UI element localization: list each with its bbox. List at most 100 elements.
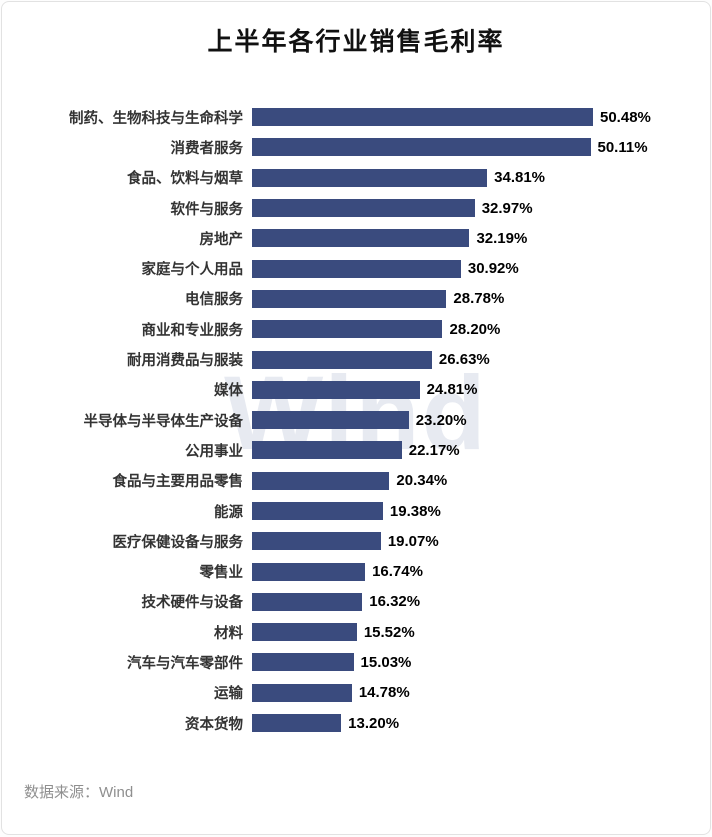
bar-row: 运输 14.78%: [12, 678, 702, 708]
value-label: 20.34%: [396, 472, 448, 490]
bar-track: 13.20%: [252, 714, 702, 733]
bar: [252, 623, 357, 642]
bar: [252, 108, 593, 127]
bar-track: 15.52%: [252, 623, 702, 642]
category-label: 零售业: [199, 565, 244, 582]
bar-row: 医疗保健设备与服务 19.07%: [12, 526, 702, 556]
bar-row: 房地产 32.19%: [12, 223, 702, 253]
value-label: 50.11%: [597, 138, 648, 156]
category-label: 制药、生物科技与生命科学: [69, 110, 243, 127]
bar-row: 食品、饮料与烟草 34.81%: [12, 163, 702, 193]
value-label: 16.74%: [372, 563, 423, 581]
value-label: 13.20%: [348, 714, 400, 732]
bar-row: 消费者服务 50.11%: [12, 132, 702, 162]
value-label: 24.81%: [426, 381, 478, 399]
bar-track: 50.11%: [252, 138, 702, 157]
value-label: 30.92%: [467, 260, 519, 278]
bar: [252, 411, 409, 430]
bar: [252, 592, 363, 611]
bar-row: 能源 19.38%: [12, 496, 702, 526]
category-label: 技术硬件与设备: [141, 595, 244, 612]
bar-row: 软件与服务 32.97%: [12, 193, 702, 223]
category-label: 能源: [214, 504, 243, 521]
bar-track: 34.81%: [252, 168, 702, 187]
bar: [252, 562, 366, 581]
category-label: 半导体与半导体生产设备: [83, 413, 244, 430]
value-label: 16.32%: [369, 593, 421, 611]
bar-row: 媒体 24.81%: [12, 375, 702, 405]
value-label: 28.20%: [449, 320, 501, 338]
value-label: 32.19%: [476, 229, 528, 247]
value-label: 23.20%: [415, 411, 467, 429]
value-label: 50.48%: [600, 108, 651, 126]
bar-row: 耐用消费品与服装 26.63%: [12, 344, 702, 374]
bar-row: 电信服务 28.78%: [12, 284, 702, 314]
bar-row: 公用事业 22.17%: [12, 435, 702, 465]
bar-track: 50.48%: [252, 108, 702, 127]
bar-track: 22.17%: [252, 441, 702, 460]
bar-track: 32.19%: [252, 229, 702, 248]
bar: [252, 199, 475, 218]
bar-track: 23.20%: [252, 411, 702, 430]
bar-row: 零售业 16.74%: [12, 556, 702, 586]
bar: [252, 683, 352, 702]
bar: [252, 350, 432, 369]
chart-title: 上半年各行业销售毛利率: [207, 28, 505, 56]
bar-track: 14.78%: [252, 683, 702, 702]
bar-track: 26.63%: [252, 350, 702, 369]
data-source: 数据来源：Wind: [24, 784, 134, 801]
bar-track: 16.32%: [252, 592, 702, 611]
bar: [252, 138, 591, 157]
category-label: 家庭与个人用品: [141, 262, 244, 279]
category-label: 运输: [214, 686, 243, 703]
bar-row: 食品与主要用品零售 20.34%: [12, 466, 702, 496]
category-label: 商业和专业服务: [141, 322, 244, 339]
category-label: 食品、饮料与烟草: [127, 171, 243, 188]
bar: [252, 320, 443, 339]
bar-track: 28.78%: [252, 289, 702, 308]
value-label: 32.97%: [481, 199, 533, 217]
bar: [252, 714, 342, 733]
category-label: 汽车与汽车零部件: [127, 655, 243, 672]
bar: [252, 441, 402, 460]
bar-row: 半导体与半导体生产设备 23.20%: [12, 405, 702, 435]
bar-track: 19.38%: [252, 502, 702, 520]
bar-row: 技术硬件与设备 16.32%: [12, 587, 702, 617]
bar: [252, 380, 420, 399]
bar-row: 资本货物 13.20%: [12, 708, 702, 738]
bar-row: 家庭与个人用品 30.92%: [12, 253, 702, 283]
value-label: 14.78%: [358, 684, 410, 702]
value-label: 15.52%: [363, 623, 415, 641]
bar-track: 19.07%: [252, 532, 702, 551]
value-label: 26.63%: [438, 351, 490, 369]
bar-track: 24.81%: [252, 380, 702, 399]
bar-track: 30.92%: [252, 259, 702, 278]
bar: [252, 532, 381, 551]
bar-track: 16.74%: [252, 562, 702, 581]
category-label: 耐用消费品与服装: [127, 353, 243, 370]
category-label: 消费者服务: [170, 140, 244, 157]
value-label: 34.81%: [494, 169, 546, 187]
value-label: 15.03%: [360, 653, 412, 671]
value-label: 19.07%: [387, 532, 439, 550]
category-label: 房地产: [199, 231, 244, 248]
category-label: 医疗保健设备与服务: [112, 534, 244, 551]
bar-track: 15.03%: [252, 653, 702, 672]
bar: [252, 471, 390, 490]
bar-chart: 制药、生物科技与生命科学 50.48% 消费者服务 50.11% 食品、饮料与烟草 34.…: [2, 102, 710, 738]
bar: [252, 502, 383, 520]
bar-track: 20.34%: [252, 471, 702, 490]
value-label: 28.78%: [453, 290, 505, 308]
category-label: 电信服务: [185, 292, 243, 309]
bar-row: 商业和专业服务 28.20%: [12, 314, 702, 344]
category-label: 公用事业: [185, 443, 243, 460]
bar-row: 材料 15.52%: [12, 617, 702, 647]
bar: [252, 289, 447, 308]
value-label: 19.38%: [389, 502, 441, 520]
bar-track: 32.97%: [252, 199, 702, 218]
bar: [252, 259, 461, 278]
category-label: 软件与服务: [170, 201, 244, 218]
bar: [252, 653, 354, 672]
bar-track: 28.20%: [252, 320, 702, 339]
